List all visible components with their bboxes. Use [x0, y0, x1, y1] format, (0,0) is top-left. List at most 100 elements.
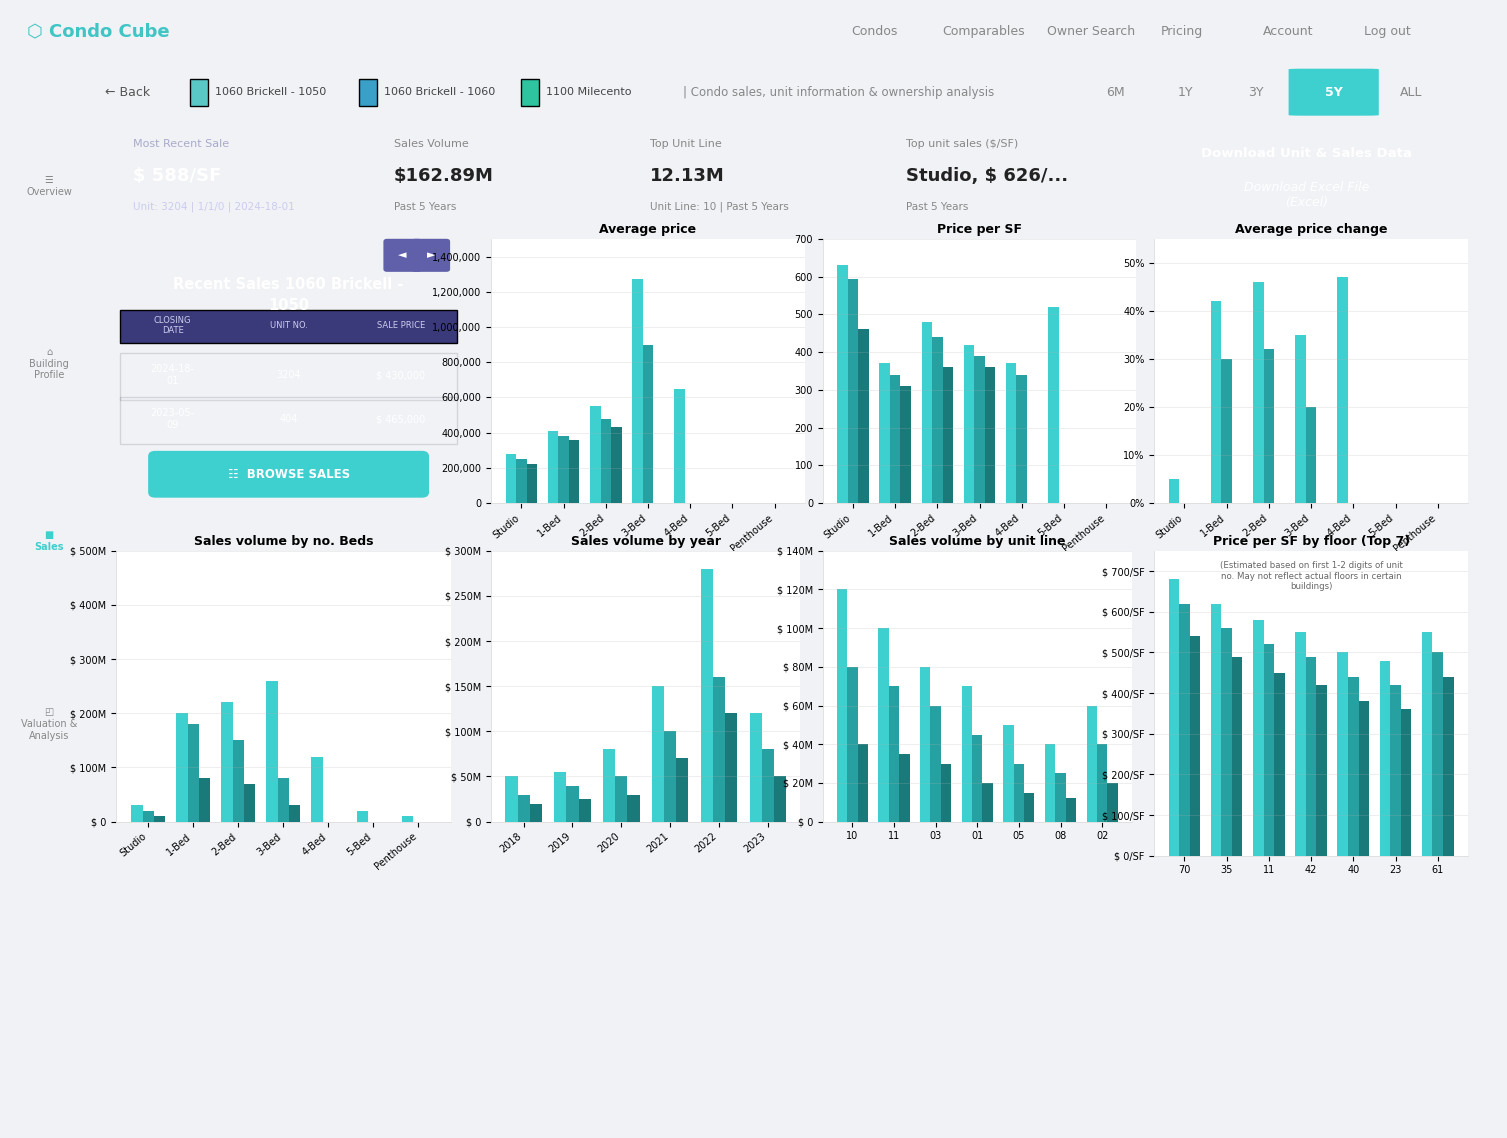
- Bar: [942, 368, 952, 503]
- Text: 12.13M: 12.13M: [650, 167, 725, 185]
- Bar: [1263, 349, 1273, 503]
- Bar: [665, 732, 677, 822]
- Bar: [610, 427, 621, 503]
- Title: Sales volume by year: Sales volume by year: [571, 535, 720, 549]
- Bar: [900, 753, 910, 822]
- Text: 5Y: 5Y: [1325, 85, 1343, 99]
- Text: 2023-05-
09: 2023-05- 09: [151, 409, 194, 430]
- Bar: [1231, 657, 1242, 856]
- Bar: [983, 783, 993, 822]
- Bar: [187, 724, 199, 822]
- Bar: [847, 279, 857, 503]
- Text: 6M: 6M: [1106, 85, 1124, 99]
- Bar: [244, 784, 255, 822]
- FancyBboxPatch shape: [190, 79, 208, 106]
- Bar: [1221, 628, 1231, 856]
- Bar: [1295, 335, 1305, 503]
- Text: Top Unit Line: Top Unit Line: [650, 139, 722, 149]
- Text: 1Y: 1Y: [1178, 85, 1194, 99]
- Text: ☷  BROWSE SALES: ☷ BROWSE SALES: [228, 468, 350, 480]
- Text: SALE PRICE: SALE PRICE: [377, 321, 425, 330]
- Bar: [1025, 792, 1034, 822]
- Bar: [631, 280, 642, 503]
- Text: Unit Line: 10 | Past 5 Years: Unit Line: 10 | Past 5 Years: [650, 201, 788, 213]
- Text: ◄: ◄: [398, 250, 407, 261]
- Bar: [931, 337, 942, 503]
- Bar: [1168, 479, 1178, 503]
- Text: 1060 Brickell - 1050: 1060 Brickell - 1050: [216, 88, 326, 97]
- Text: ■
Sales: ■ Sales: [35, 530, 63, 552]
- Bar: [961, 686, 972, 822]
- FancyBboxPatch shape: [121, 311, 457, 344]
- Bar: [547, 431, 558, 503]
- FancyBboxPatch shape: [521, 79, 540, 106]
- Bar: [653, 686, 665, 822]
- Text: Top unit sales ($/SF): Top unit sales ($/SF): [906, 139, 1019, 149]
- Bar: [1014, 764, 1025, 822]
- Bar: [1065, 799, 1076, 822]
- Bar: [1221, 358, 1231, 503]
- Bar: [1338, 652, 1349, 856]
- Bar: [1108, 783, 1118, 822]
- Text: ►: ►: [426, 250, 436, 261]
- Bar: [930, 706, 940, 822]
- Bar: [1391, 685, 1402, 856]
- Bar: [675, 388, 686, 503]
- Bar: [1004, 725, 1014, 822]
- Text: 1100 Milecento: 1100 Milecento: [546, 88, 631, 97]
- Bar: [505, 776, 517, 822]
- Bar: [1044, 744, 1055, 822]
- FancyBboxPatch shape: [148, 451, 429, 497]
- Bar: [1444, 677, 1454, 856]
- Bar: [589, 406, 600, 503]
- Bar: [642, 345, 654, 503]
- Bar: [1055, 774, 1065, 822]
- Bar: [199, 778, 209, 822]
- Title: Average price: Average price: [600, 223, 696, 237]
- Title: Price per SF: Price per SF: [937, 223, 1022, 237]
- Text: 1060 Brickell - 1060: 1060 Brickell - 1060: [384, 88, 496, 97]
- Text: $162.89M: $162.89M: [393, 167, 493, 185]
- Text: CLOSING
DATE: CLOSING DATE: [154, 316, 191, 336]
- Bar: [1097, 744, 1108, 822]
- Bar: [1338, 278, 1349, 503]
- Text: 3Y: 3Y: [1248, 85, 1264, 99]
- Bar: [889, 686, 900, 822]
- Text: Pricing: Pricing: [1160, 25, 1203, 38]
- Bar: [1359, 701, 1370, 856]
- FancyBboxPatch shape: [411, 239, 451, 272]
- Bar: [725, 714, 737, 822]
- Bar: [775, 776, 787, 822]
- Text: Download Unit & Sales Data: Download Unit & Sales Data: [1201, 147, 1412, 160]
- Bar: [1433, 652, 1444, 856]
- Bar: [143, 810, 154, 822]
- Bar: [603, 750, 615, 822]
- Bar: [567, 785, 579, 822]
- Bar: [857, 330, 868, 503]
- Bar: [526, 464, 536, 503]
- Bar: [176, 714, 187, 822]
- Bar: [615, 776, 627, 822]
- Title: Sales volume by unit line: Sales volume by unit line: [889, 535, 1065, 549]
- Text: 3204: 3204: [276, 370, 301, 380]
- Bar: [558, 436, 568, 503]
- Text: Studio, $ 626/...: Studio, $ 626/...: [906, 167, 1068, 185]
- Bar: [761, 750, 775, 822]
- Title: Average price change: Average price change: [1234, 223, 1388, 237]
- Text: Recent Sales 1060 Brickell -
1050: Recent Sales 1060 Brickell - 1050: [173, 278, 404, 313]
- Title: Sales volume by no. Beds: Sales volume by no. Beds: [193, 535, 374, 549]
- FancyBboxPatch shape: [121, 397, 457, 444]
- Text: 404: 404: [279, 414, 298, 424]
- Bar: [879, 628, 889, 822]
- Bar: [505, 454, 515, 503]
- Bar: [530, 803, 543, 822]
- Text: Past 5 Years: Past 5 Years: [393, 203, 457, 212]
- Bar: [889, 374, 900, 503]
- Bar: [1210, 603, 1221, 856]
- Text: Past 5 Years: Past 5 Years: [906, 203, 969, 212]
- Bar: [857, 744, 868, 822]
- FancyBboxPatch shape: [383, 239, 422, 272]
- Text: UNIT NO.: UNIT NO.: [270, 321, 307, 330]
- Bar: [940, 764, 951, 822]
- Bar: [401, 816, 413, 822]
